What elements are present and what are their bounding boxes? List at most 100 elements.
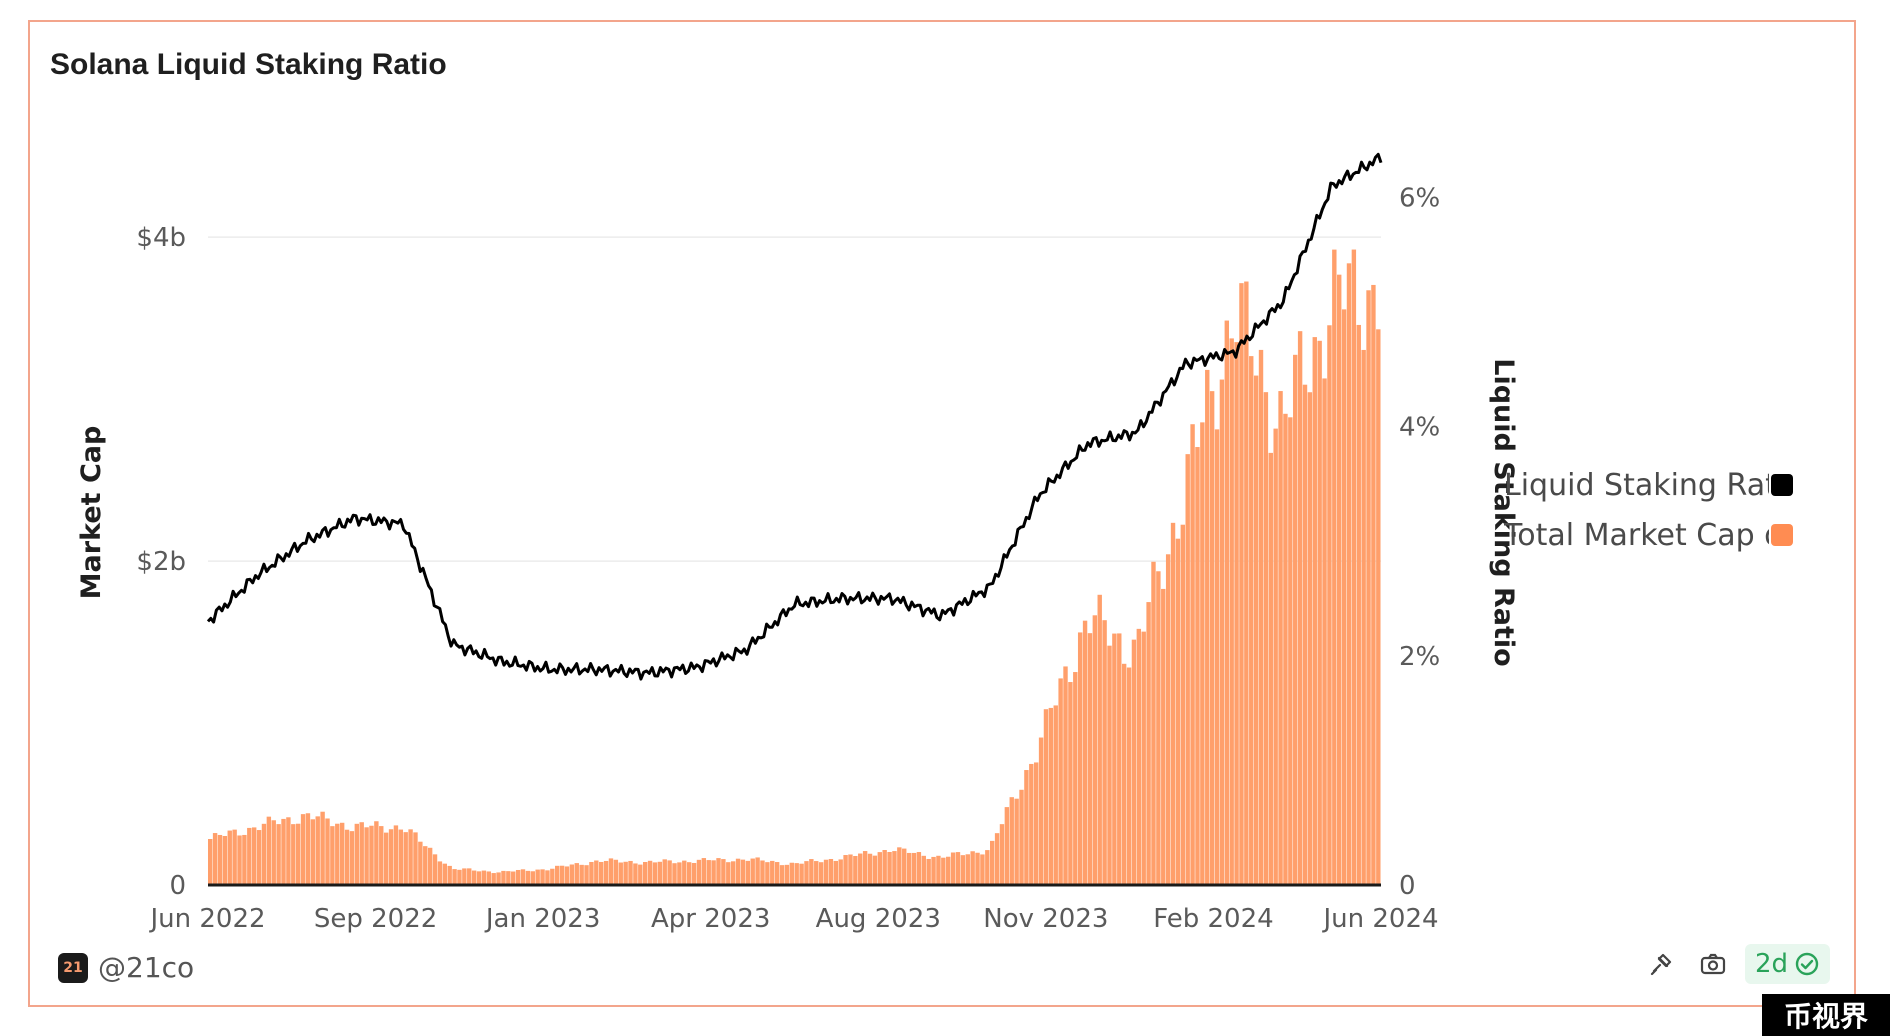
bar <box>418 841 423 885</box>
bar <box>1253 375 1259 885</box>
bar <box>843 855 848 885</box>
bar <box>804 861 809 885</box>
bar <box>1278 391 1283 885</box>
bar <box>447 865 452 885</box>
bar <box>877 852 882 885</box>
bar <box>916 852 922 885</box>
bar <box>789 862 795 885</box>
bar <box>281 818 286 885</box>
bar <box>1053 705 1058 885</box>
bar <box>1033 762 1039 885</box>
bar <box>398 829 404 885</box>
bar <box>686 862 692 885</box>
bar <box>1165 554 1171 885</box>
bar <box>950 852 956 885</box>
bar <box>677 862 682 885</box>
bar <box>902 848 907 885</box>
bar <box>1068 682 1073 885</box>
bar <box>354 823 360 885</box>
legend-item-total-market-cap[interactable]: Total Market Cap of <box>1504 510 1844 560</box>
bar <box>755 857 760 885</box>
bar <box>427 847 433 885</box>
x-tick-label: Jan 2023 <box>484 904 601 934</box>
bar <box>1117 633 1122 885</box>
bar <box>481 870 487 885</box>
bar <box>623 861 628 885</box>
bar <box>985 850 990 885</box>
bar <box>1092 615 1098 885</box>
bar <box>486 871 491 885</box>
bar <box>1151 561 1156 885</box>
check-circle-icon <box>1795 952 1819 976</box>
bar <box>496 872 501 885</box>
bar <box>745 860 751 885</box>
bar <box>1234 342 1239 885</box>
bar <box>965 854 970 885</box>
bar <box>266 816 272 885</box>
bar <box>291 824 296 885</box>
bar <box>559 865 565 885</box>
bar <box>305 813 311 885</box>
bar <box>344 829 350 885</box>
bar <box>423 846 428 885</box>
bar <box>750 858 755 885</box>
bar <box>525 870 531 885</box>
legend: Liquid Staking Ratio Total Market Cap of <box>1504 460 1844 560</box>
bar <box>897 847 902 885</box>
bar <box>730 861 736 885</box>
bar <box>994 833 1000 885</box>
bar <box>701 858 707 885</box>
bar <box>887 852 892 885</box>
bar <box>452 869 457 885</box>
bar <box>1337 274 1342 885</box>
bar <box>540 869 545 885</box>
bar <box>1351 249 1357 886</box>
bar <box>315 816 320 885</box>
bar <box>379 826 384 885</box>
bar <box>765 862 770 885</box>
bar <box>442 863 447 885</box>
bar <box>1263 392 1269 885</box>
bar <box>1205 369 1210 885</box>
bar <box>838 859 843 885</box>
bar <box>740 859 746 885</box>
bar <box>589 861 594 885</box>
bar <box>471 870 477 885</box>
bar <box>799 863 804 885</box>
bar <box>1077 632 1083 885</box>
bar <box>364 827 369 885</box>
bar <box>310 819 316 885</box>
bar <box>941 857 946 885</box>
bar <box>599 861 604 885</box>
freshness-badge[interactable]: 2d <box>1744 944 1830 984</box>
y-right-tick-label: 2% <box>1399 642 1440 672</box>
bar <box>774 862 780 885</box>
bar <box>794 863 799 885</box>
bar <box>1141 631 1146 885</box>
embed-icon[interactable] <box>1641 944 1681 984</box>
bar <box>672 863 677 885</box>
bar <box>506 871 511 885</box>
x-tick-label: Jun 2024 <box>1321 904 1438 934</box>
bar <box>706 860 711 885</box>
bar <box>770 860 775 885</box>
legend-item-liquid-staking-ratio[interactable]: Liquid Staking Ratio <box>1504 460 1844 510</box>
bar <box>618 862 623 885</box>
bar <box>1195 447 1200 885</box>
bar <box>1268 452 1273 885</box>
bar <box>437 861 443 885</box>
bar <box>1063 666 1068 885</box>
bar <box>271 820 276 885</box>
bar <box>760 860 765 885</box>
y-right-axis-title: Liquid Staking Ratio <box>1488 358 1519 666</box>
bar <box>975 852 980 885</box>
bar <box>1209 391 1215 885</box>
bar <box>374 821 379 885</box>
camera-icon[interactable] <box>1693 944 1733 984</box>
bar <box>647 860 653 885</box>
bar <box>696 859 702 885</box>
bar <box>555 865 560 885</box>
bar <box>848 854 853 885</box>
footer-brand[interactable]: 21 @21co <box>58 951 194 984</box>
y-right-tick-label: 0 <box>1399 871 1416 901</box>
